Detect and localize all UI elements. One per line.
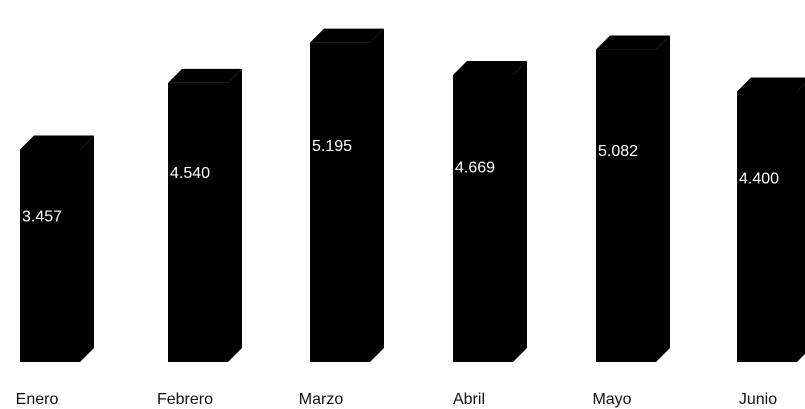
bar-front bbox=[20, 149, 80, 362]
bar-side bbox=[80, 135, 94, 362]
bar-side bbox=[513, 60, 527, 362]
data-label: 3.457 bbox=[22, 209, 62, 226]
bar-front bbox=[310, 42, 370, 363]
bar-top bbox=[20, 135, 94, 150]
bar-side bbox=[370, 28, 384, 363]
data-label: 4.540 bbox=[170, 165, 210, 182]
x-tick-label: Junio bbox=[739, 391, 777, 408]
data-label: 5.195 bbox=[312, 138, 352, 155]
bar-febrero bbox=[168, 68, 242, 362]
bar-junio bbox=[737, 77, 805, 363]
bar-top bbox=[737, 77, 805, 92]
bar-top bbox=[596, 35, 670, 50]
bar-abril bbox=[453, 60, 527, 362]
bar-front bbox=[453, 74, 513, 362]
x-tick-label: Mayo bbox=[592, 391, 631, 408]
bar-side bbox=[656, 35, 670, 362]
x-tick-label: Marzo bbox=[299, 391, 344, 408]
bar-front bbox=[168, 82, 228, 362]
bar-front bbox=[737, 91, 797, 363]
data-label: 4.669 bbox=[455, 160, 495, 177]
x-tick-label: Febrero bbox=[157, 391, 213, 408]
bar-top bbox=[453, 60, 527, 75]
bar-marzo bbox=[310, 28, 384, 363]
bar-mayo bbox=[596, 35, 670, 362]
bar-top bbox=[310, 28, 384, 43]
x-tick-label: Abril bbox=[453, 391, 485, 408]
bar-side bbox=[797, 83, 805, 362]
bar-top bbox=[168, 68, 242, 83]
bar-front bbox=[596, 49, 656, 362]
data-label: 5.082 bbox=[598, 143, 638, 160]
data-label: 4.400 bbox=[739, 170, 779, 187]
bar-side bbox=[228, 68, 242, 362]
x-tick-label: Enero bbox=[16, 391, 59, 408]
bar-enero bbox=[20, 135, 94, 362]
